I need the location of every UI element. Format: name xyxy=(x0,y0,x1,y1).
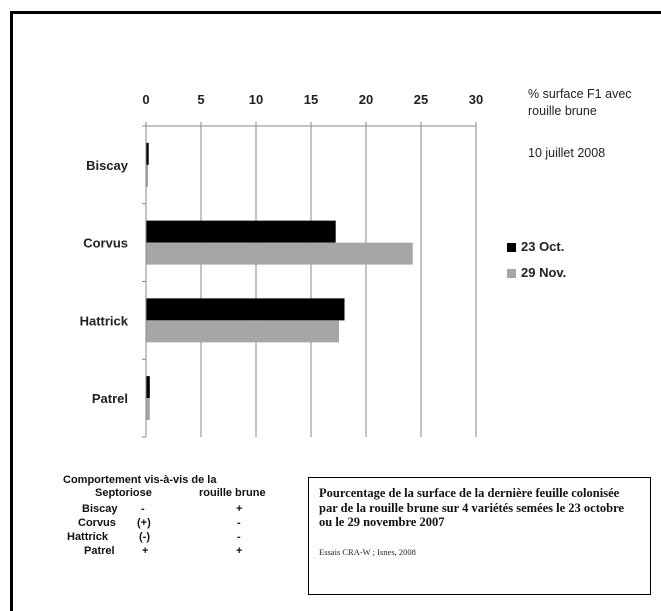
behaviour-septoriose-value: - xyxy=(141,503,145,515)
category-label: Biscay xyxy=(86,158,129,173)
behaviour-col-septoriose: Septoriose xyxy=(95,487,152,499)
behaviour-col-rouille: rouille brune xyxy=(199,487,266,499)
bar xyxy=(147,298,345,320)
unit-label-line1: % surface F1 avec xyxy=(528,86,632,103)
behaviour-rouille-value: + xyxy=(236,503,242,515)
behaviour-septoriose-value: + xyxy=(142,545,148,557)
behaviour-variety: Patrel xyxy=(84,545,115,557)
behaviour-rouille-value: - xyxy=(237,531,241,543)
x-tick-label: 0 xyxy=(142,92,149,107)
date-label: 10 juillet 2008 xyxy=(528,145,605,162)
legend-label-nov: 29 Nov. xyxy=(521,265,566,280)
legend-swatch-oct xyxy=(507,243,516,252)
behaviour-variety: Hattrick xyxy=(67,531,108,543)
bar xyxy=(147,243,413,265)
bar xyxy=(147,398,150,420)
bar-chart: 0 5 10 15 20 25 30 Biscay Corvus Hattrick Patrel xyxy=(0,0,661,470)
caption-title: Pourcentage de la surface de la dernière… xyxy=(319,486,640,530)
caption-box: Pourcentage de la surface de la dernière… xyxy=(308,477,651,595)
x-tick-label: 20 xyxy=(359,92,373,107)
bar xyxy=(147,376,150,398)
category-label: Corvus xyxy=(83,236,128,251)
bar xyxy=(147,221,336,243)
category-label: Hattrick xyxy=(80,313,129,328)
legend-swatch-nov xyxy=(507,269,516,278)
bar xyxy=(147,143,149,165)
category-label: Patrel xyxy=(92,391,128,406)
x-tick-label: 15 xyxy=(304,92,318,107)
x-tick-label: 30 xyxy=(469,92,483,107)
behaviour-variety: Corvus xyxy=(78,517,116,529)
behaviour-septoriose-value: (+) xyxy=(137,517,151,529)
bar xyxy=(147,320,340,342)
behaviour-septoriose-value: (-) xyxy=(139,531,150,543)
behaviour-variety: Biscay xyxy=(82,503,117,515)
x-tick-label: 25 xyxy=(414,92,428,107)
behaviour-rouille-value: + xyxy=(236,545,242,557)
x-tick-label: 10 xyxy=(249,92,263,107)
behaviour-rouille-value: - xyxy=(237,517,241,529)
legend-label-oct: 23 Oct. xyxy=(521,239,564,254)
bar xyxy=(147,165,149,187)
x-tick-label: 5 xyxy=(197,92,204,107)
unit-label-line2: rouille brune xyxy=(528,103,597,120)
behaviour-header: Comportement vis-à-vis de la xyxy=(63,474,216,486)
caption-source: Essais CRA-W ; Isnes, 2008 xyxy=(319,547,640,557)
